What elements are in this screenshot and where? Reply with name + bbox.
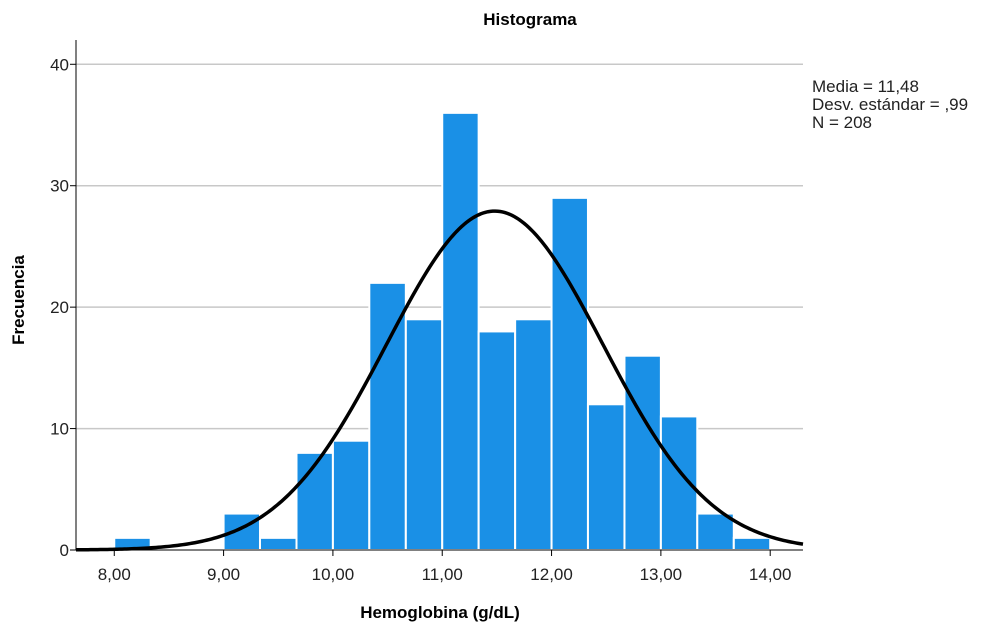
y-tick-label: 40 (50, 55, 69, 74)
histogram-bar (732, 536, 772, 551)
x-tick-label: 8,00 (98, 565, 131, 584)
y-tick-label: 0 (60, 541, 69, 560)
histogram-bar (368, 281, 407, 551)
y-tick-label: 30 (50, 177, 69, 196)
stats-sd: Desv. estándar = ,99 (812, 95, 968, 114)
x-tick-label: 13,00 (640, 565, 683, 584)
x-tick-label: 14,00 (749, 565, 792, 584)
y-tick-label: 20 (50, 298, 69, 317)
histogram-bar (550, 196, 589, 551)
histogram-bar (514, 318, 553, 551)
histogram-bar (404, 318, 444, 551)
x-tick-label: 11,00 (422, 565, 463, 584)
x-ticks: 8,00 9,00 10,00 11,00 12,00 13,00 14,00 (98, 550, 792, 584)
stats-n: N = 208 (812, 113, 872, 132)
stats-mean: Media = 11,48 (812, 77, 919, 96)
y-axis-label: Frecuencia (9, 255, 28, 345)
histogram-bar (258, 536, 298, 551)
normal-curve (75, 209, 804, 552)
histogram-bar (623, 354, 662, 552)
histogram-bar (477, 330, 517, 551)
y-ticks: 0 10 20 30 40 (50, 55, 76, 560)
histogram-bar (441, 111, 480, 551)
histogram-bar (295, 451, 334, 552)
stats-box: Media = 11,48 Desv. estándar = ,99 N = 2… (812, 77, 968, 132)
x-tick-label: 10,00 (312, 565, 355, 584)
x-tick-label: 9,00 (207, 565, 240, 584)
histogram-bar (586, 403, 626, 551)
x-axis-label: Hemoglobina (g/dL) (360, 603, 520, 622)
chart-title: Histograma (483, 10, 577, 29)
histogram-bar (331, 439, 371, 552)
histogram-bars (113, 111, 772, 552)
x-tick-label: 12,00 (530, 565, 573, 584)
axes (75, 40, 803, 551)
y-tick-label: 10 (50, 420, 69, 439)
